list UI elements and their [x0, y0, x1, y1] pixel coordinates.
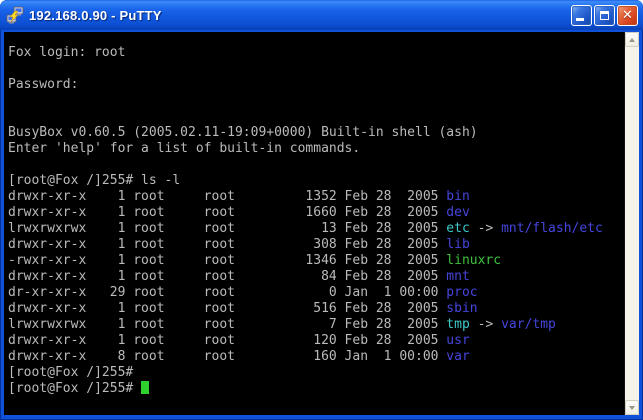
terminal-lines: Fox login: root Password: BusyBox v0.60.5 …: [8, 45, 624, 397]
putty-icon: [6, 6, 24, 24]
terminal-cursor: [141, 381, 150, 394]
scrollbar[interactable]: [624, 32, 639, 415]
chevron-down-icon: [629, 405, 635, 410]
terminal-line: drwxr-xr-x 8 root root 160 Jan 1 00:00 v…: [8, 349, 470, 364]
terminal-line: drwxr-xr-x 1 root root 308 Feb 28 2005 l…: [8, 237, 470, 252]
minimize-button[interactable]: [571, 4, 592, 26]
terminal-line: Fox login: root: [8, 45, 126, 60]
scroll-down-button[interactable]: [625, 400, 639, 415]
terminal-line: [root@Fox /]255# ls -l: [8, 173, 181, 188]
chevron-up-icon: [629, 37, 635, 42]
minimize-icon: [576, 17, 584, 21]
scroll-up-button[interactable]: [625, 32, 639, 47]
terminal-line: Password:: [8, 77, 79, 92]
terminal-line: [root@Fox /]255#: [8, 381, 624, 397]
terminal-line: [8, 93, 624, 109]
terminal-line: drwxr-xr-x 1 root root 84 Feb 28 2005 mn…: [8, 269, 470, 284]
terminal-line: drwxr-xr-x 1 root root 516 Feb 28 2005 s…: [8, 301, 478, 316]
terminal-screen[interactable]: Fox login: root Password: BusyBox v0.60.5 …: [4, 32, 624, 415]
close-button[interactable]: ✕: [617, 4, 638, 26]
scrollbar-track[interactable]: [625, 47, 639, 400]
terminal-line: drwxr-xr-x 1 root root 1660 Feb 28 2005 …: [8, 205, 470, 220]
terminal-line: Enter 'help' for a list of built-in comm…: [8, 141, 361, 156]
terminal-line: -rwxr-xr-x 1 root root 1346 Feb 28 2005 …: [8, 253, 502, 268]
title-bar[interactable]: 192.168.0.90 - PuTTY ✕: [0, 0, 643, 30]
terminal-line: dr-xr-xr-x 29 root root 0 Jan 1 00:00 pr…: [8, 285, 478, 300]
terminal-line: [8, 109, 624, 125]
window-controls: ✕: [571, 4, 638, 26]
terminal-line: [root@Fox /]255#: [8, 365, 134, 380]
window-title: 192.168.0.90 - PuTTY: [29, 7, 162, 23]
terminal-line: drwxr-xr-x 1 root root 1352 Feb 28 2005 …: [8, 189, 470, 204]
maximize-icon: [600, 10, 609, 20]
close-icon: ✕: [622, 7, 633, 23]
terminal-line: [8, 157, 624, 173]
terminal-line: drwxr-xr-x 1 root root 120 Feb 28 2005 u…: [8, 333, 470, 348]
terminal-line: BusyBox v0.60.5 (2005.02.11-19:09+0000) …: [8, 125, 478, 140]
terminal-line: lrwxrwxrwx 1 root root 7 Feb 28 2005 tmp…: [8, 317, 556, 332]
terminal-line: lrwxrwxrwx 1 root root 13 Feb 28 2005 et…: [8, 221, 603, 236]
window-body: Fox login: root Password: BusyBox v0.60.5 …: [0, 30, 643, 420]
maximize-button[interactable]: [594, 4, 615, 26]
terminal-line: [8, 61, 624, 77]
